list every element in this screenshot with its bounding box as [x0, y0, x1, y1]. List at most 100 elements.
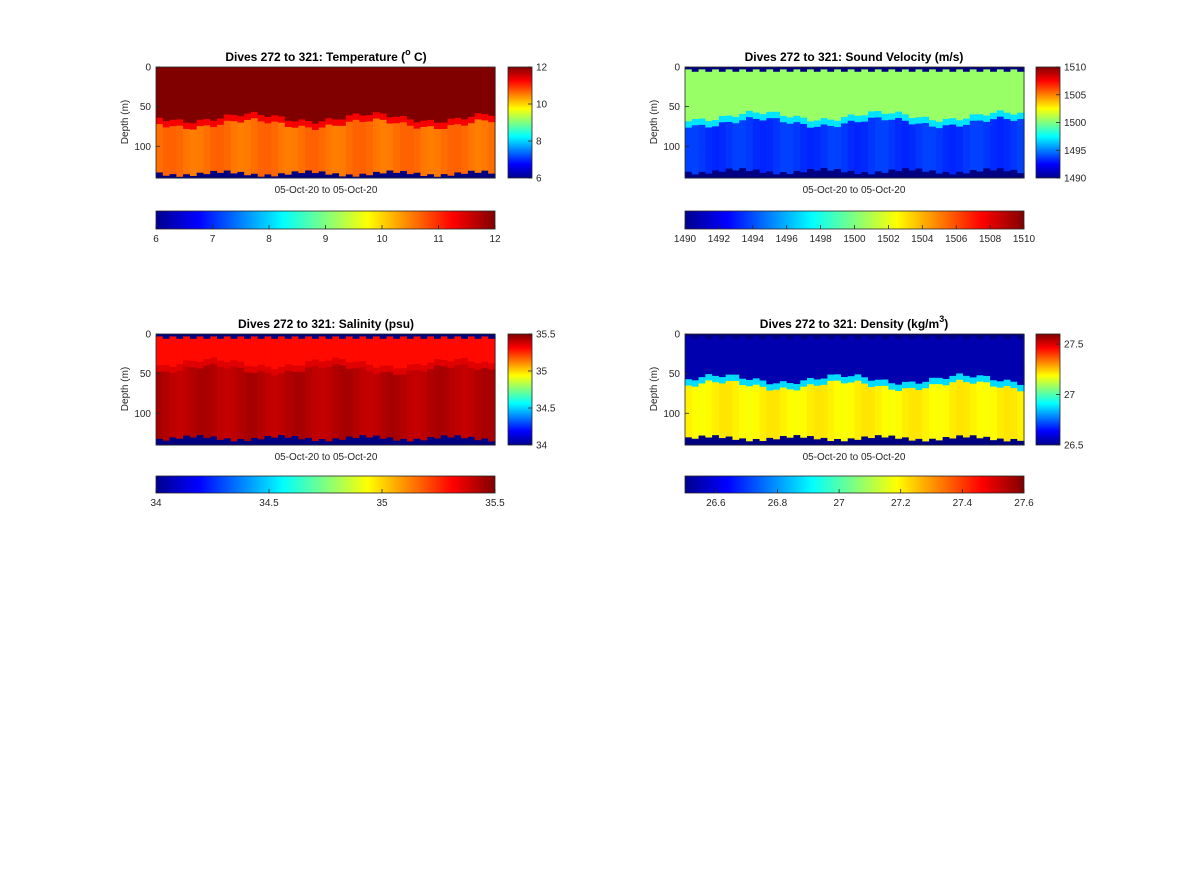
- heatmap-cell: [433, 338, 442, 360]
- heatmap-cell: [189, 67, 198, 73]
- chart-title: Dives 272 to 321: Sound Velocity (m/s): [745, 50, 964, 64]
- heatmap-cell: [461, 119, 469, 127]
- heatmap-cell: [156, 336, 164, 366]
- heatmap-cell: [244, 175, 252, 179]
- heatmap-cell: [962, 375, 971, 383]
- heatmap-cell: [935, 67, 944, 73]
- heatmap-cell: [230, 366, 238, 442]
- heatmap-cell: [359, 67, 367, 70]
- heatmap-cell: [847, 120, 856, 172]
- heatmap-cell: [732, 123, 740, 172]
- heatmap-cell: [895, 391, 903, 440]
- colorbar-tick-label: 27.2: [891, 498, 911, 509]
- heatmap-cell: [854, 374, 862, 382]
- heatmap-cell: [406, 71, 415, 120]
- heatmap-cell: [773, 111, 781, 119]
- heatmap-cell: [488, 334, 496, 340]
- colorbar-tick-label: 8: [266, 234, 272, 245]
- heatmap-cell: [413, 128, 422, 174]
- heatmap-cell: [942, 171, 951, 179]
- heatmap-cell: [861, 377, 869, 385]
- heatmap-cell: [406, 125, 415, 175]
- heatmap-cell: [956, 379, 964, 436]
- heatmap-cell: [752, 378, 761, 386]
- heatmap-cell: [210, 357, 218, 365]
- heatmap-cell: [962, 71, 971, 120]
- heatmap-cell: [779, 69, 788, 117]
- heatmap-cell: [345, 67, 354, 70]
- heatmap-cell: [366, 371, 374, 439]
- heatmap-cell: [461, 71, 469, 120]
- heatmap-cell: [861, 121, 869, 173]
- heatmap-cell: [162, 365, 171, 372]
- heatmap-cell: [861, 69, 869, 116]
- heatmap-cell: [725, 67, 734, 70]
- heatmap-cell: [332, 363, 340, 439]
- heatmap-cell: [725, 121, 734, 170]
- heatmap-cell: [345, 362, 354, 370]
- heatmap-cell: [779, 115, 788, 123]
- heatmap-cell: [779, 67, 788, 70]
- heatmap-cell: [895, 384, 903, 392]
- heatmap-cell: [996, 387, 1005, 440]
- heatmap-cell: [766, 67, 774, 70]
- heatmap-cell: [298, 334, 306, 340]
- heatmap-cell: [352, 119, 360, 178]
- heatmap-cell: [793, 435, 801, 446]
- heatmap-cell: [725, 380, 734, 438]
- heatmap-cell: [705, 374, 713, 381]
- heatmap-cell: [834, 334, 842, 337]
- heatmap-cell: [305, 127, 313, 171]
- heatmap-cell: [244, 67, 252, 73]
- heatmap-cell: [874, 111, 883, 118]
- heatmap-cell: [366, 338, 374, 366]
- heatmap-cell: [257, 176, 266, 179]
- heatmap-cell: [1010, 438, 1018, 446]
- heatmap-cell: [881, 172, 889, 179]
- heatmap-cell: [718, 338, 727, 378]
- heatmap-cell: [698, 435, 706, 446]
- heatmap-cell: [305, 69, 313, 122]
- heatmap-cell: [712, 69, 720, 121]
- heatmap-cell: [935, 338, 944, 379]
- heatmap-cell: [929, 170, 937, 179]
- heatmap-cell: [298, 439, 306, 446]
- x-axis-label: 05-Oct-20 to 05-Oct-20: [275, 185, 378, 196]
- heatmap-cell: [881, 113, 889, 121]
- heatmap-cell: [339, 125, 347, 177]
- heatmap-cell: [840, 117, 849, 124]
- heatmap-cell: [386, 371, 394, 438]
- heatmap-cell: [834, 336, 842, 375]
- heatmap-cell: [467, 367, 476, 438]
- heatmap-cell: [325, 67, 333, 73]
- heatmap-cell: [1017, 112, 1025, 120]
- heatmap-cell: [908, 387, 917, 442]
- heatmap-cell: [861, 383, 869, 437]
- heatmap-cell: [929, 120, 937, 128]
- heatmap-cell: [311, 365, 320, 442]
- heatmap-cell: [990, 380, 998, 388]
- heatmap-cell: [983, 336, 991, 377]
- heatmap-cell: [834, 380, 842, 440]
- heatmap-cell: [284, 67, 293, 73]
- heatmap-cell: [922, 338, 930, 383]
- heatmap-cell: [413, 334, 422, 337]
- heatmap-cell: [447, 125, 455, 177]
- heatmap-cell: [800, 334, 808, 340]
- heatmap-cell: [807, 127, 815, 170]
- heatmap-cell: [935, 440, 944, 446]
- heatmap-cell: [467, 170, 476, 179]
- heatmap-cell: [766, 384, 774, 392]
- colorbar-tick-label: 27: [834, 498, 846, 509]
- colorbar-tick-label: 1490: [1064, 174, 1087, 185]
- heatmap-cell: [474, 369, 483, 441]
- heatmap-cell: [244, 441, 252, 446]
- heatmap-cell: [827, 71, 835, 121]
- heatmap-cell: [1010, 169, 1018, 179]
- heatmap-cell: [481, 361, 489, 369]
- heatmap-cell: [759, 71, 767, 115]
- heatmap-cell: [1010, 336, 1018, 383]
- heatmap-cell: [847, 69, 856, 115]
- heatmap-cell: [264, 435, 272, 446]
- heatmap-cell: [779, 334, 788, 337]
